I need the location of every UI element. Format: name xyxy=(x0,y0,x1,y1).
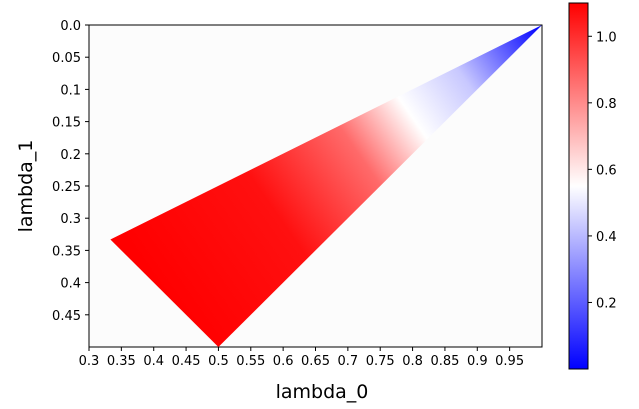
colorbar-tick-label: 0.2 xyxy=(596,296,617,311)
x-tick-label: 0.35 xyxy=(107,354,136,369)
y-tick-label: 0.15 xyxy=(52,116,81,131)
colorbar xyxy=(568,2,589,370)
x-axis-label: lambda_0 xyxy=(276,381,369,403)
x-tick-label: 0.6 xyxy=(273,354,294,369)
colorbar-tick-label: 0.6 xyxy=(596,163,617,178)
y-axis-label: lambda_1 xyxy=(15,140,37,233)
y-tick-label: 0.1 xyxy=(60,83,81,98)
x-tick-label: 0.45 xyxy=(172,354,201,369)
y-tick-label: 0.05 xyxy=(52,51,81,66)
colorbar-tick-label: 0.4 xyxy=(596,230,617,245)
y-tick-label: 0.25 xyxy=(52,180,81,195)
colorbar-tick-label: 1.0 xyxy=(596,30,617,45)
x-tick-label: 0.8 xyxy=(402,354,423,369)
y-tick-label: 0.3 xyxy=(60,212,81,227)
x-axis-ticks: 0.3 0.35 0.4 0.45 0.5 0.55 0.6 0.65 0.7 0.75 0.8 0.… xyxy=(79,347,524,369)
x-tick-label: 0.5 xyxy=(208,354,229,369)
x-tick-label: 0.85 xyxy=(430,354,459,369)
x-tick-label: 0.75 xyxy=(366,354,395,369)
x-tick-label: 0.4 xyxy=(143,354,164,369)
x-tick-label: 0.3 xyxy=(79,354,100,369)
y-tick-label: 0.35 xyxy=(52,244,81,259)
y-tick-label: 0.2 xyxy=(60,148,81,163)
x-tick-label: 0.65 xyxy=(301,354,330,369)
y-tick-label: 0.45 xyxy=(52,309,81,324)
y-tick-label: 0.4 xyxy=(60,277,81,292)
heatmap-region xyxy=(110,25,543,347)
x-tick-label: 0.95 xyxy=(495,354,524,369)
x-tick-label: 0.7 xyxy=(338,354,359,369)
y-tick-label: 0.0 xyxy=(60,19,81,34)
x-tick-label: 0.9 xyxy=(467,354,488,369)
y-axis-ticks: 0.0 0.05 0.1 0.15 0.2 0.25 0.3 0.35 0.4 0.45 xyxy=(52,19,89,324)
colorbar-tick-label: 0.8 xyxy=(596,97,617,112)
colorbar-ticks: 0.2 0.4 0.6 0.8 1.0 xyxy=(588,30,617,311)
x-tick-label: 0.55 xyxy=(236,354,265,369)
